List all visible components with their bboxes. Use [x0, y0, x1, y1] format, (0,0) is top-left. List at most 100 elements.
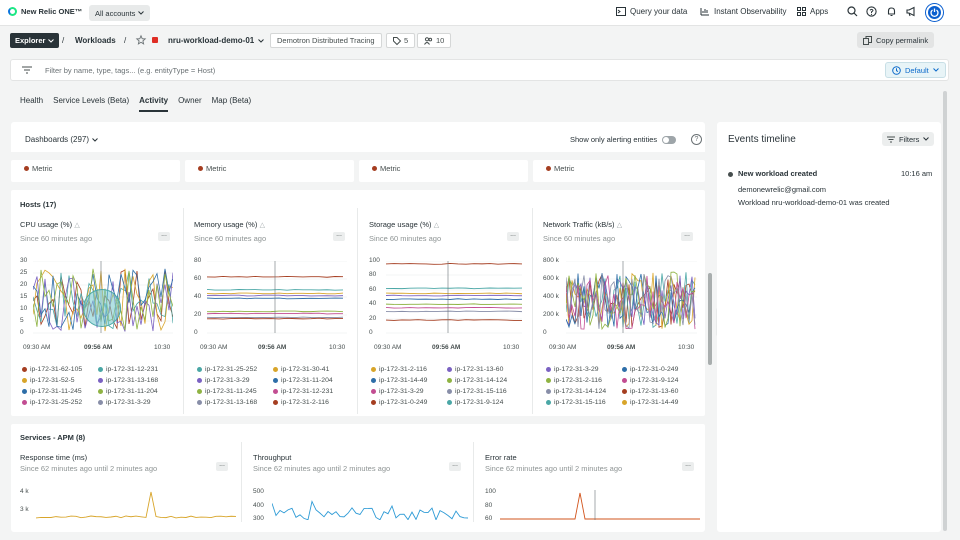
help-icon[interactable]: ? [691, 134, 702, 145]
cpu-widget-header: CPU usage (%) △ [20, 220, 80, 229]
legend-color-dot [98, 366, 103, 372]
more-icon[interactable]: ... [333, 231, 345, 241]
explorer-dropdown[interactable]: Explorer [10, 33, 60, 48]
instant-observability-link[interactable]: Instant Observability [700, 7, 786, 16]
tab-health[interactable]: Health [20, 96, 44, 105]
legend-item[interactable]: ip-172-31-0-249 [371, 398, 447, 408]
more-icon[interactable]: ... [682, 461, 694, 471]
legend-item[interactable]: ip-172-31-9-124 [622, 375, 702, 385]
network-chart[interactable] [566, 261, 697, 337]
legend-item[interactable]: ip-172-31-15-116 [447, 387, 527, 397]
memory-chart[interactable] [207, 261, 347, 337]
legend-item[interactable]: ip-172-31-3-29 [546, 364, 622, 374]
query-label: Query your data [630, 7, 688, 16]
query-icon [616, 7, 626, 16]
response-time-chart[interactable] [36, 490, 236, 520]
left-panel-scrollbar[interactable] [708, 273, 712, 365]
legend-item[interactable]: ip-172-31-11-204 [273, 375, 353, 385]
y-tick: 60 [194, 275, 202, 282]
tab-map[interactable]: Map (Beta) [211, 96, 252, 105]
more-icon[interactable]: ... [449, 461, 461, 471]
legend-item[interactable]: ip-172-31-30-41 [273, 364, 353, 374]
filter-input-placeholder[interactable]: Filter by name, type, tags... (e.g. enti… [45, 66, 216, 75]
megaphone-icon[interactable] [906, 6, 917, 17]
legend-item[interactable]: ip-172-31-2-116 [546, 375, 622, 385]
tab-activity[interactable]: Activity [139, 96, 169, 112]
cpu-legend: ip-172-31-62-105 ip-172-31-12-231 ip-172-3… [22, 364, 178, 408]
legend-item[interactable]: ip-172-31-11-245 [22, 387, 98, 397]
throughput-chart[interactable] [272, 490, 468, 520]
legend-item[interactable]: ip-172-31-14-124 [447, 375, 527, 385]
legend-item[interactable]: ip-172-31-14-49 [622, 398, 702, 408]
tab-service-levels[interactable]: Service Levels (Beta) [53, 96, 130, 105]
user-avatar[interactable] [926, 4, 943, 21]
legend-label: ip-172-31-14-49 [379, 376, 428, 384]
more-icon[interactable]: ... [158, 231, 170, 241]
legend-item[interactable]: ip-172-31-62-105 [22, 364, 98, 374]
legend-color-dot [197, 377, 202, 383]
legend-item[interactable]: ip-172-31-13-60 [622, 387, 702, 397]
legend-item[interactable]: ip-172-31-0-249 [622, 364, 702, 374]
copy-permalink-button[interactable]: Copy permalink [857, 32, 935, 48]
legend-item[interactable]: ip-172-31-11-245 [197, 387, 273, 397]
more-icon[interactable]: ... [216, 461, 228, 471]
legend-item[interactable]: ip-172-31-25-252 [22, 398, 98, 408]
legend-item[interactable]: ip-172-31-14-49 [371, 375, 447, 385]
legend-item[interactable]: ip-172-31-2-116 [371, 364, 447, 374]
legend-item[interactable]: ip-172-31-15-116 [546, 398, 622, 408]
star-icon[interactable] [135, 34, 147, 45]
legend-item[interactable]: ip-172-31-12-231 [98, 364, 178, 374]
search-icon[interactable] [847, 6, 858, 17]
legend-item[interactable]: ip-172-31-9-124 [447, 398, 527, 408]
tab-owner[interactable]: Owner [178, 96, 202, 105]
legend-item[interactable]: ip-172-31-11-204 [98, 387, 178, 397]
account-tag[interactable]: Demotron Distributed Tracing [270, 33, 382, 48]
legend-color-dot [546, 377, 551, 383]
bell-icon[interactable] [886, 6, 897, 17]
query-your-data-link[interactable]: Query your data [616, 7, 687, 16]
legend-item[interactable]: ip-172-31-13-168 [197, 398, 273, 408]
alerting-toggle[interactable] [662, 135, 677, 144]
legend-item[interactable]: ip-172-31-25-252 [197, 364, 273, 374]
storage-chart[interactable] [386, 261, 522, 337]
legend-item[interactable]: ip-172-31-52-5 [22, 375, 98, 385]
legend-item[interactable]: ip-172-31-3-29 [371, 387, 447, 397]
legend-label: ip-172-31-25-252 [30, 399, 83, 407]
default-view-dropdown[interactable]: Default [885, 62, 946, 78]
help-icon[interactable] [866, 6, 877, 17]
apps-link[interactable]: Apps [797, 7, 828, 16]
brand-logo[interactable]: New Relic ONE™ [8, 7, 82, 16]
legend-item[interactable]: ip-172-31-13-60 [447, 364, 527, 374]
legend-item[interactable]: ip-172-31-2-116 [273, 398, 353, 408]
account-selector[interactable]: All accounts [89, 5, 151, 21]
more-icon[interactable]: ... [507, 231, 519, 241]
entity-name-dropdown[interactable]: nru-workload-demo-01 [168, 36, 265, 45]
metric-card [533, 160, 705, 182]
page-scrollbar[interactable] [943, 91, 947, 531]
y-tick: 60 [485, 515, 493, 522]
more-icon[interactable]: ... [681, 231, 693, 241]
x-tick: 09:30 AM [23, 344, 51, 351]
legend-item[interactable]: ip-172-31-13-168 [98, 375, 178, 385]
legend-item[interactable]: ip-172-31-3-29 [98, 398, 178, 408]
legend-item[interactable]: ip-172-31-14-124 [546, 387, 622, 397]
filter-bar[interactable] [10, 59, 949, 81]
tags-count[interactable]: 5 [386, 33, 416, 48]
legend-color-dot [22, 389, 27, 395]
metric-dot [546, 166, 551, 171]
filters-button[interactable]: Filters [882, 132, 935, 146]
legend-item[interactable]: ip-172-31-3-29 [197, 375, 273, 385]
dashboards-dropdown[interactable]: Dashboards (297) [25, 135, 98, 144]
error-rate-chart[interactable] [500, 490, 700, 520]
event-time: 10:16 am [901, 169, 933, 178]
legend-color-dot [447, 400, 452, 406]
legend-item[interactable]: ip-172-31-12-231 [273, 387, 353, 397]
filter-icon [887, 136, 895, 142]
event-title[interactable]: New workload created [738, 169, 818, 178]
warning-icon: △ [433, 222, 440, 229]
chevron-down-icon [923, 137, 930, 141]
x-tick: 10:30 [154, 344, 171, 351]
breadcrumb-workloads[interactable]: Workloads [75, 36, 116, 45]
members-count[interactable]: 10 [417, 33, 452, 48]
legend-label: ip-172-31-30-41 [281, 365, 330, 373]
